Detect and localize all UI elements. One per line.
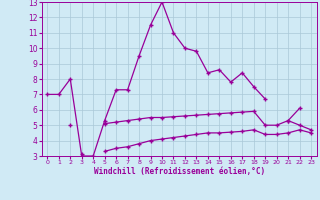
X-axis label: Windchill (Refroidissement éolien,°C): Windchill (Refroidissement éolien,°C) [94,167,265,176]
